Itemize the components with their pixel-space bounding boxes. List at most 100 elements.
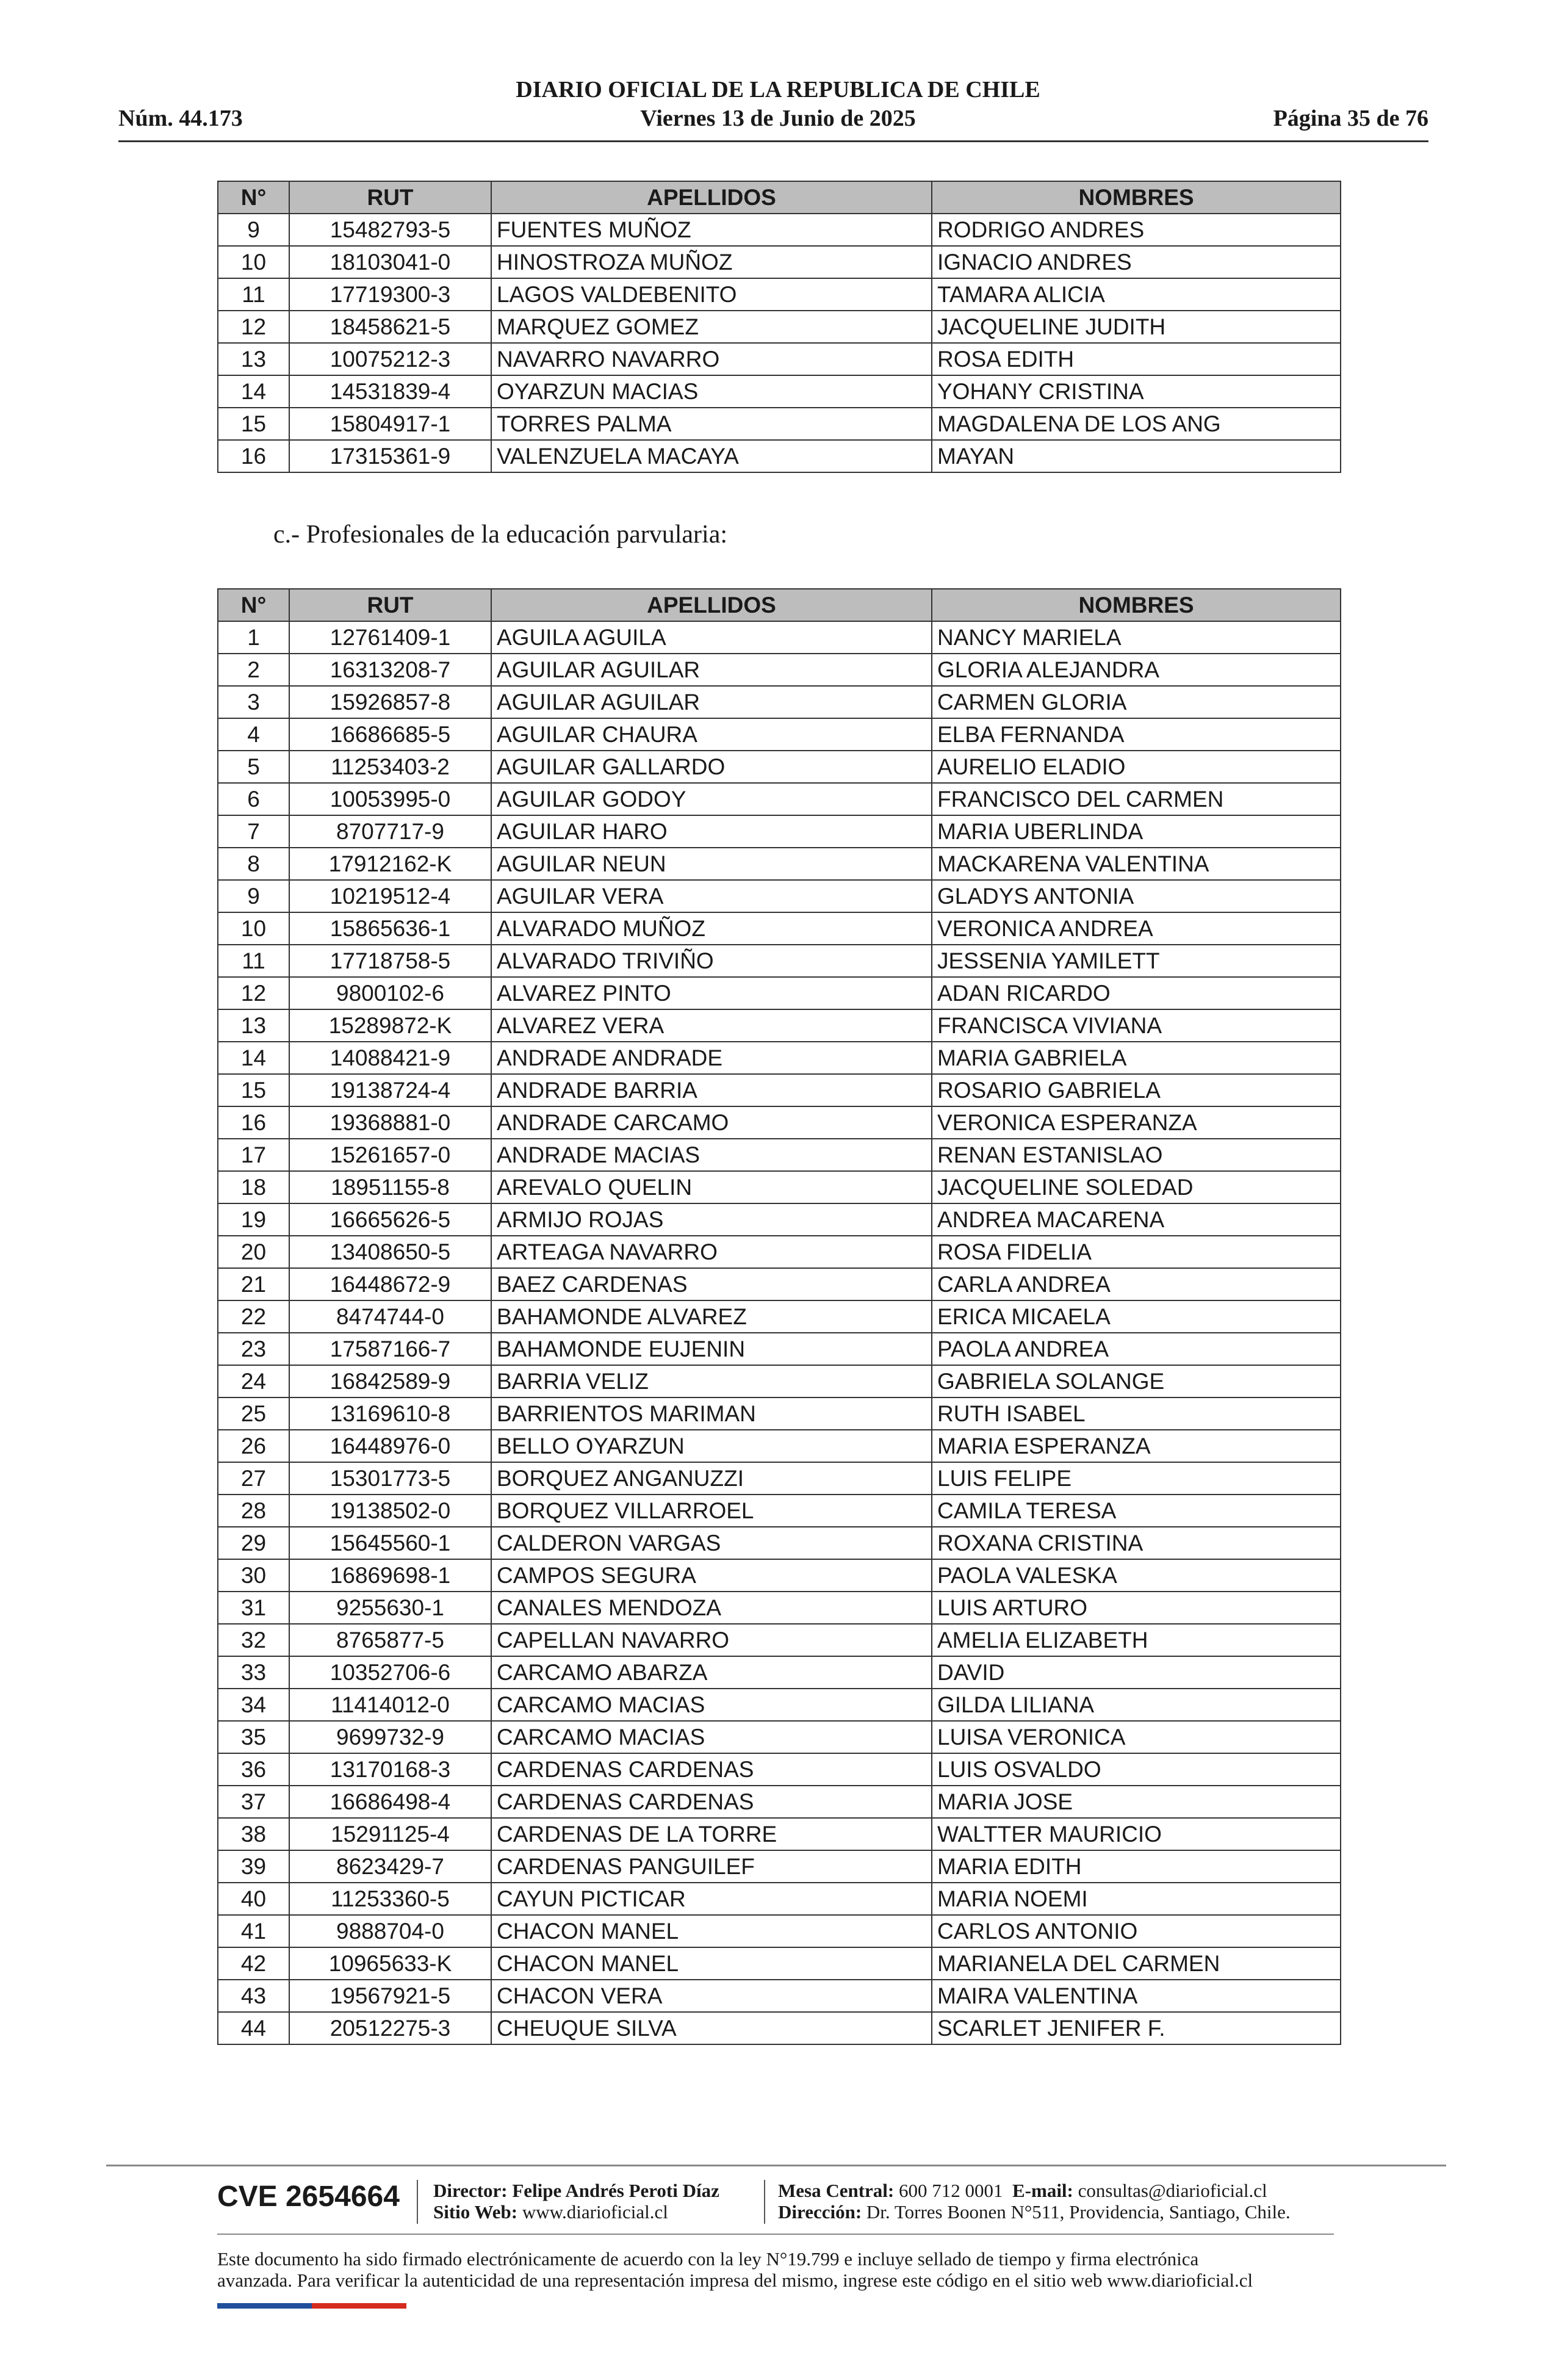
column-header: APELLIDOS (491, 588, 932, 622)
column-header: NOMBRES (931, 588, 1341, 622)
cell: 15289872-K (289, 1009, 492, 1042)
cell: AGUILAR GODOY (491, 782, 932, 816)
cell: 6 (217, 782, 290, 816)
table-row: 7 8707717-9 AGUILAR HARO MARIA UBERLINDA (217, 815, 1341, 848)
cell: 15291125-4 (289, 1817, 492, 1851)
cell: 19138502-0 (289, 1494, 492, 1527)
column-header: RUT (289, 588, 492, 622)
cell: MARIA JOSE (931, 1785, 1341, 1819)
cell: 20512275-3 (289, 2011, 492, 2045)
cell: CARCAMO ABARZA (491, 1656, 932, 1689)
cell: 11253360-5 (289, 1882, 492, 1916)
cell: 15645560-1 (289, 1526, 492, 1560)
table-row: 34 11414012-0 CARCAMO MACIAS GILDA LILIANA (217, 1688, 1341, 1722)
cell: 3 (217, 685, 290, 719)
table-row: 36 13170168-3 CARDENAS CARDENAS LUIS OSVALD… (217, 1753, 1341, 1786)
table-row: 35 9699732-9 CARCAMO MACIAS LUISA VERONICA (217, 1720, 1341, 1754)
cell: 13 (217, 342, 290, 376)
cell: LUIS FELIPE (931, 1462, 1341, 1495)
cell: 10352706-6 (289, 1656, 492, 1689)
header-row: N° RUT APELLIDOS NOMBRES (217, 588, 1341, 622)
table-row: 9 15482793-5 FUENTES MUÑOZ RODRIGO ANDRES (217, 213, 1341, 247)
cell: 8765877-5 (289, 1623, 492, 1657)
table-row: 13 10075212-3 NAVARRO NAVARRO ROSA EDITH (217, 342, 1341, 376)
cell: 25 (217, 1397, 290, 1430)
cell: 19 (217, 1203, 290, 1236)
cell: 14 (217, 1041, 290, 1075)
cell: CAMPOS SEGURA (491, 1559, 932, 1592)
cell: BARRIENTOS MARIMAN (491, 1397, 932, 1430)
table-row: 3 15926857-8 AGUILAR AGUILAR CARMEN GLORIA (217, 685, 1341, 719)
cell: 18 (217, 1170, 290, 1204)
cell: MARIA ESPERANZA (931, 1429, 1341, 1463)
divider (417, 2180, 418, 2224)
section-title: c.- Profesionales de la educación parvul… (273, 521, 728, 549)
table-row: 2 16313208-7 AGUILAR AGUILAR GLORIA ALEJAND… (217, 653, 1341, 687)
table-row: 29 15645560-1 CALDERON VARGAS ROXANA CRISTI… (217, 1526, 1341, 1560)
cell: ROSA EDITH (931, 342, 1341, 376)
cell: BORQUEZ ANGANUZZI (491, 1462, 932, 1495)
cell: MAYAN (931, 439, 1341, 473)
cell: BORQUEZ VILLARROEL (491, 1494, 932, 1527)
table-row: 1 12761409-1 AGUILA AGUILA NANCY MARIELA (217, 621, 1341, 654)
cell: 11 (217, 278, 290, 311)
web: www.diarioficial.cl (522, 2201, 668, 2223)
cell: CARMEN GLORIA (931, 685, 1341, 719)
cell: OYARZUN MACIAS (491, 375, 932, 408)
cell: ELBA FERNANDA (931, 718, 1341, 751)
cell: 9 (217, 213, 290, 247)
cell: 12 (217, 310, 290, 344)
cell: 35 (217, 1720, 290, 1754)
cell: 10965633-K (289, 1947, 492, 1980)
column-header: RUT (289, 181, 492, 214)
cell: 15301773-5 (289, 1462, 492, 1495)
table-row: 12 18458621-5 MARQUEZ GOMEZ JACQUELINE JUDI… (217, 310, 1341, 344)
header-row: N° RUT APELLIDOS NOMBRES (217, 181, 1341, 214)
table-row: 16 17315361-9 VALENZUELA MACAYA MAYAN (217, 439, 1341, 473)
cell: CAMILA TERESA (931, 1494, 1341, 1527)
cell: JESSENIA YAMILETT (931, 944, 1341, 978)
table-row: 14 14531839-4 OYARZUN MACIAS YOHANY CRISTIN… (217, 375, 1341, 408)
cell: CARDENAS CARDENAS (491, 1785, 932, 1819)
cell: ARTEAGA NAVARRO (491, 1235, 932, 1269)
cell: 32 (217, 1623, 290, 1657)
address: Dr. Torres Boonen N°511, Providencia, Sa… (866, 2201, 1291, 2223)
cell: 39 (217, 1850, 290, 1883)
cell: 16448976-0 (289, 1429, 492, 1463)
table-row: 9 10219512-4 AGUILAR VERA GLADYS ANTONIA (217, 879, 1341, 913)
table-row: 14 14088421-9 ANDRADE ANDRADE MARIA GABRIEL… (217, 1041, 1341, 1075)
cell: VERONICA ANDREA (931, 912, 1341, 945)
cell: 15482793-5 (289, 213, 492, 247)
cell: CHACON MANEL (491, 1947, 932, 1980)
cell: 44 (217, 2011, 290, 2045)
table-row: 28 19138502-0 BORQUEZ VILLARROEL CAMILA TER… (217, 1494, 1341, 1527)
cell: AGUILAR CHAURA (491, 718, 932, 751)
footer-rule (106, 2165, 1446, 2166)
cell: 31 (217, 1591, 290, 1625)
issue-date: Viernes 13 de Junio de 2025 (640, 106, 916, 131)
cell: 37 (217, 1785, 290, 1819)
cell: BAHAMONDE EUJENIN (491, 1332, 932, 1366)
cell: BAEZ CARDENAS (491, 1268, 932, 1301)
cell: CHEUQUE SILVA (491, 2011, 932, 2045)
cell: 42 (217, 1947, 290, 1980)
cell: 14531839-4 (289, 375, 492, 408)
cell: GABRIELA SOLANGE (931, 1365, 1341, 1398)
cell: 15926857-8 (289, 685, 492, 719)
cell: 13170168-3 (289, 1753, 492, 1786)
column-header: NOMBRES (931, 181, 1341, 214)
cell: ANDRADE MACIAS (491, 1138, 932, 1172)
table: N° RUT APELLIDOS NOMBRES 1 12761409-1 AGUILA A… (217, 588, 1341, 2045)
table-row: 43 19567921-5 CHACON VERA MAIRA VALENTINA (217, 1979, 1341, 2013)
cell: ERICA MICAELA (931, 1300, 1341, 1333)
table-row: 24 16842589-9 BARRIA VELIZ GABRIELA SOLANGE (217, 1365, 1341, 1398)
cell: 9800102-6 (289, 976, 492, 1010)
cell: 20 (217, 1235, 290, 1269)
table-row: 25 13169610-8 BARRIENTOS MARIMAN RUTH ISABE… (217, 1397, 1341, 1430)
cell: ADAN RICARDO (931, 976, 1341, 1010)
cell: ARMIJO ROJAS (491, 1203, 932, 1236)
director-line: Director: Felipe Andrés Peroti Díaz (433, 2180, 719, 2202)
cell: 18951155-8 (289, 1170, 492, 1204)
table-row: 30 16869698-1 CAMPOS SEGURA PAOLA VALESKA (217, 1559, 1341, 1592)
cell: JACQUELINE JUDITH (931, 310, 1341, 344)
